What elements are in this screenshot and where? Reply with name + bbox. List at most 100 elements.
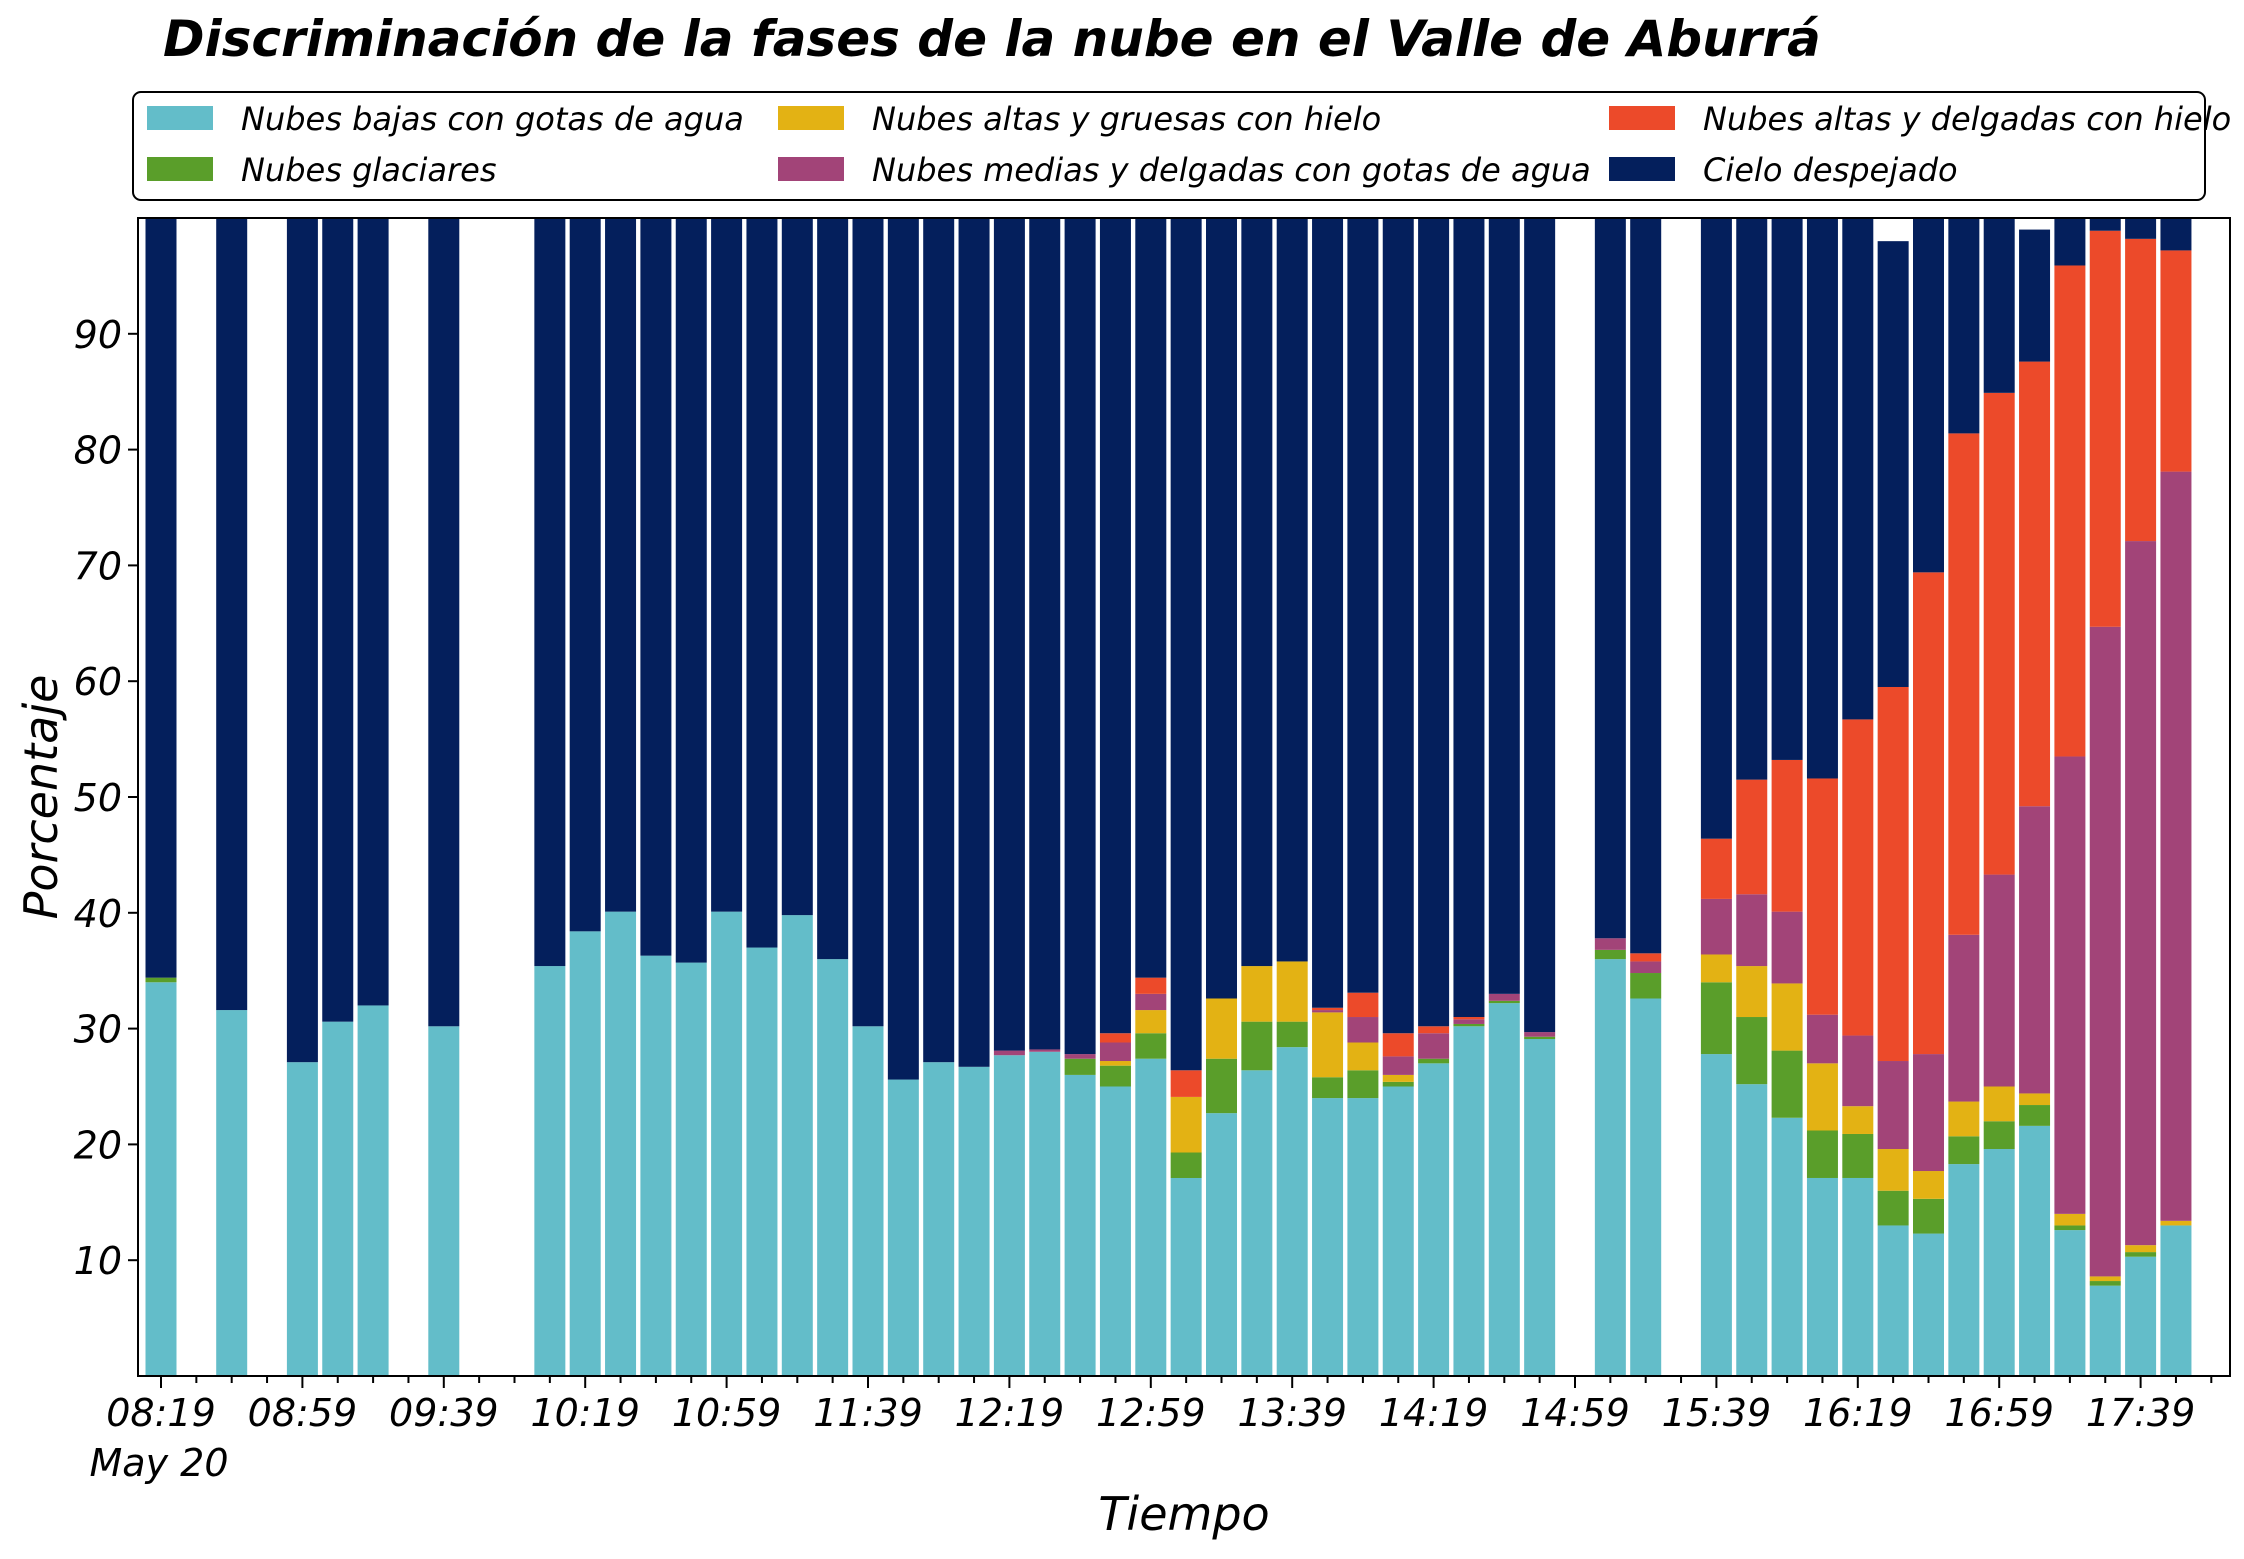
bar-segment-16:19-s1	[1842, 1133, 1874, 1178]
bar-segment-10:19-s0	[569, 931, 601, 1376]
bar-segment-13:49-s4	[1312, 1007, 1344, 1011]
bar-segment-13:39-s1	[1276, 1021, 1308, 1048]
bar-segment-13:49-s2	[1312, 1012, 1344, 1078]
bar-segment-14:39-s5	[1488, 218, 1520, 994]
bar-segment-13:19-s0	[1206, 1113, 1237, 1376]
x-tick-label: 10:19	[530, 1391, 640, 1435]
bar-segment-16:39-s4	[1913, 572, 1944, 1055]
bar-segment-13:29-s1	[1241, 1021, 1273, 1071]
bar-segment-09:39-s0	[428, 1026, 460, 1376]
bar-segment-12:09-s5	[958, 218, 990, 1067]
bar-segment-14:19-s5	[1418, 218, 1450, 1027]
bar-segment-14:49-s0	[1524, 1039, 1556, 1376]
bar-segment-12:19-s3	[993, 1050, 1025, 1056]
bar-segment-16:09-s0	[1806, 1177, 1838, 1376]
bar-segment-14:09-s3	[1382, 1056, 1414, 1075]
bar-segment-13:09-s2	[1170, 1096, 1202, 1153]
bar-segment-17:09-s4	[2019, 361, 2051, 807]
bar-segment-15:09-s1	[1594, 949, 1626, 960]
bar-segment-16:59-s4	[1983, 392, 2015, 875]
bar-segment-13:29-s2	[1241, 966, 1273, 1022]
bars	[145, 218, 2192, 1376]
bar-segment-14:09-s2	[1382, 1074, 1414, 1082]
bar-segment-10:39-s5	[640, 218, 672, 956]
bar-segment-15:49-s3	[1736, 894, 1768, 967]
legend-label: Nubes bajas con gotas de agua	[241, 100, 744, 138]
y-tick-label: 60	[74, 660, 122, 704]
bar-segment-17:29-s3	[2089, 626, 2121, 1277]
bar-segment-16:19-s4	[1842, 719, 1874, 1036]
bar-segment-13:59-s5	[1347, 218, 1379, 993]
bar-segment-10:29-s5	[605, 218, 637, 912]
bar-segment-13:49-s3	[1312, 1010, 1344, 1013]
bar-segment-16:09-s4	[1806, 778, 1838, 1015]
bar-segment-12:59-s5	[1135, 218, 1167, 978]
bar-segment-15:39-s4	[1700, 838, 1732, 899]
bar-segment-16:19-s3	[1842, 1035, 1874, 1107]
x-tick-label: 08:59	[248, 1391, 358, 1435]
legend-swatch	[1609, 157, 1675, 181]
bar-segment-16:39-s5	[1913, 218, 1944, 573]
bar-segment-17:29-s1	[2089, 1281, 2121, 1286]
bar-segment-08:19-s1	[145, 977, 177, 983]
bar-segment-12:49-s1	[1099, 1065, 1131, 1087]
bar-segment-15:39-s5	[1700, 218, 1732, 839]
bar-segment-10:19-s5	[569, 218, 601, 932]
x-tick-sublabel: May 20	[90, 1441, 229, 1485]
bar-segment-12:39-s3	[1064, 1054, 1096, 1059]
bar-segment-13:19-s5	[1206, 218, 1237, 999]
x-tick-label: 08:19	[106, 1391, 216, 1435]
legend-label: Nubes altas y delgadas con hielo	[1703, 100, 2231, 138]
bar-segment-16:29-s2	[1877, 1149, 1909, 1191]
legend-swatch	[147, 106, 213, 130]
bar-segment-11:49-s5	[887, 218, 919, 1080]
bar-segment-12:49-s5	[1099, 218, 1131, 1034]
bar-segment-14:49-s3	[1524, 1032, 1556, 1037]
bar-segment-09:19-s5	[357, 218, 389, 1006]
bar-segment-14:49-s5	[1524, 218, 1556, 1033]
bar-segment-15:39-s0	[1700, 1054, 1732, 1376]
bar-segment-09:09-s0	[322, 1021, 354, 1376]
y-tick-label: 10	[74, 1239, 122, 1283]
bar-segment-15:39-s1	[1700, 982, 1732, 1055]
x-tick-label: 10:59	[672, 1391, 782, 1435]
bar-segment-16:29-s5	[1877, 241, 1909, 687]
bar-segment-12:49-s0	[1099, 1086, 1131, 1376]
bar-segment-17:49-s2	[2160, 1220, 2192, 1226]
bar-segment-13:49-s0	[1312, 1098, 1344, 1376]
x-tick-label: 17:39	[2086, 1391, 2196, 1435]
bar-segment-16:49-s5	[1948, 218, 1980, 434]
bar-segment-09:19-s0	[357, 1005, 389, 1376]
bar-segment-15:59-s0	[1771, 1117, 1803, 1376]
bar-segment-09:39-s5	[428, 218, 460, 1027]
bar-segment-13:19-s2	[1206, 998, 1237, 1059]
bar-segment-11:29-s0	[817, 959, 849, 1376]
bar-segment-16:49-s1	[1948, 1136, 1980, 1165]
bar-segment-10:49-s5	[675, 218, 707, 963]
legend-label: Cielo despejado	[1703, 151, 1958, 189]
bar-segment-12:29-s3	[1029, 1049, 1061, 1052]
bar-segment-11:19-s5	[781, 218, 813, 916]
bar-segment-08:39-s0	[216, 1010, 248, 1376]
bar-segment-16:19-s5	[1842, 218, 1874, 720]
bar-segment-14:09-s5	[1382, 218, 1414, 1034]
bar-segment-17:39-s3	[2125, 541, 2157, 1246]
bar-segment-17:19-s5	[2054, 218, 2086, 266]
bar-segment-16:59-s5	[1983, 218, 2015, 393]
bar-segment-11:39-s5	[852, 218, 884, 1027]
bar-segment-16:19-s0	[1842, 1177, 1874, 1376]
bar-segment-12:39-s1	[1064, 1058, 1096, 1075]
bar-segment-17:29-s0	[2089, 1285, 2121, 1376]
bar-segment-14:09-s1	[1382, 1081, 1414, 1087]
x-tick-label: 12:59	[1096, 1391, 1206, 1435]
legend-label: Nubes glaciares	[241, 151, 496, 189]
bar-segment-16:59-s1	[1983, 1121, 2015, 1150]
bar-segment-14:39-s0	[1488, 1003, 1520, 1376]
bar-segment-08:59-s0	[286, 1062, 318, 1376]
bar-segment-15:19-s3	[1630, 961, 1662, 974]
bar-segment-17:19-s0	[2054, 1230, 2086, 1376]
bar-segment-12:59-s2	[1135, 1010, 1167, 1034]
bar-segment-10:59-s0	[711, 911, 743, 1376]
bar-segment-15:49-s1	[1736, 1017, 1768, 1085]
bar-segment-15:39-s3	[1700, 898, 1732, 955]
